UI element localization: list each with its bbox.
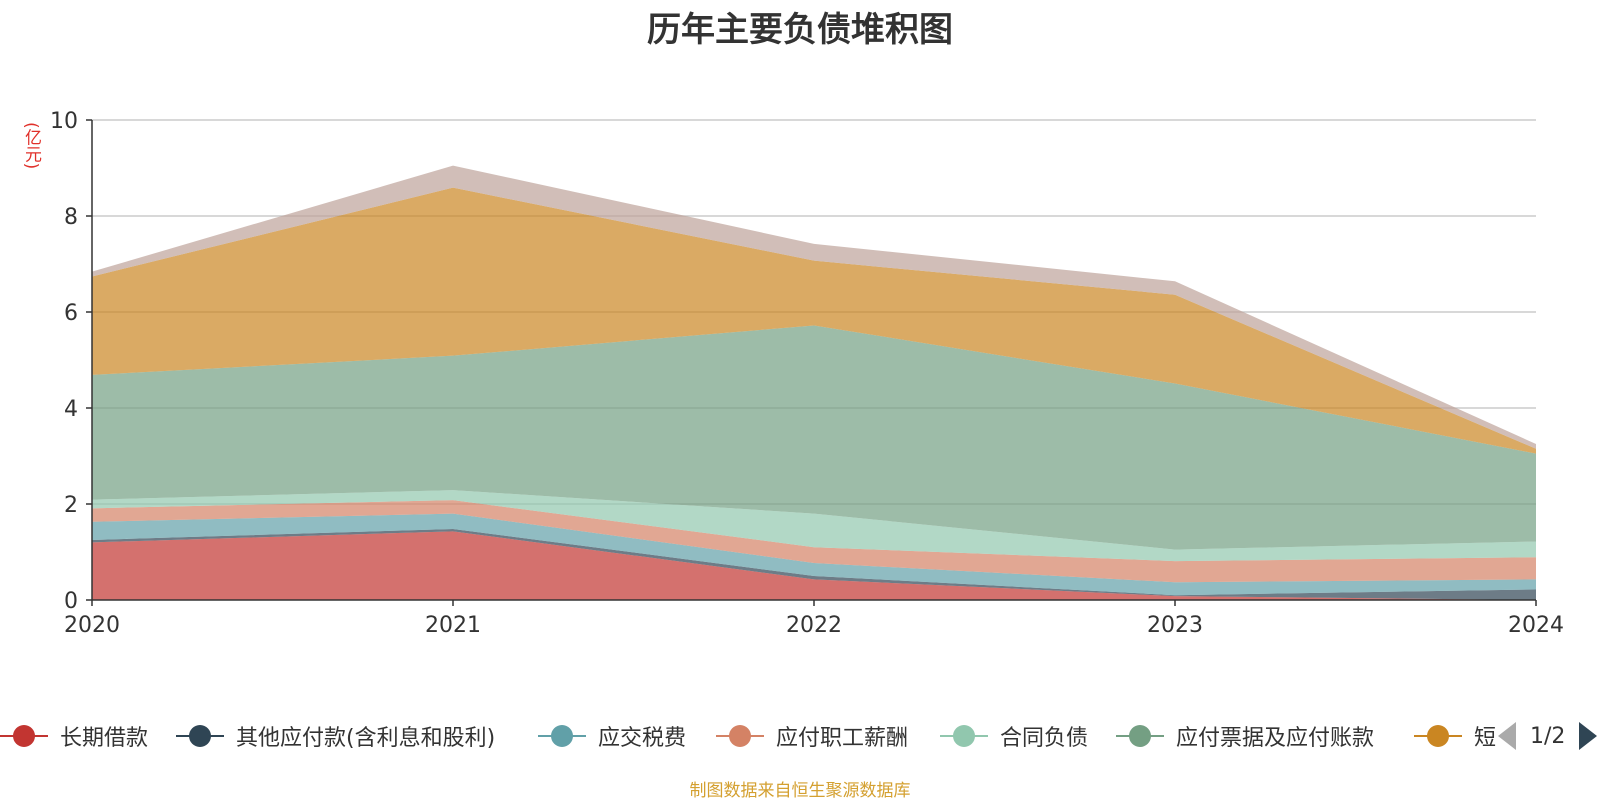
legend-item[interactable]: 其他应付款(含利息和股利) bbox=[176, 718, 495, 754]
y-tick-label: 0 bbox=[64, 589, 78, 614]
area-series-3 bbox=[92, 500, 1536, 583]
legend-item[interactable]: 应付职工薪酬 bbox=[716, 718, 908, 754]
area-series-1 bbox=[92, 528, 1536, 600]
y-tick-label: 6 bbox=[64, 301, 78, 326]
area-series-5 bbox=[92, 325, 1536, 550]
area-series-0 bbox=[92, 531, 1536, 600]
y-tick-label: 4 bbox=[64, 397, 78, 422]
x-tick-label: 2023 bbox=[1147, 613, 1203, 638]
legend-label: 应交税费 bbox=[598, 726, 687, 751]
legend-item[interactable]: 短 bbox=[1414, 718, 1496, 754]
data-source-note: 制图数据来自恒生聚源数据库 bbox=[689, 781, 911, 801]
y-tick-label: 2 bbox=[64, 493, 78, 518]
area-series-4 bbox=[92, 490, 1536, 562]
legend-marker-icon bbox=[176, 724, 224, 748]
legend-label: 合同负债 bbox=[1000, 726, 1089, 751]
legend-label: 短 bbox=[1474, 726, 1497, 751]
legend-marker-icon bbox=[0, 724, 48, 748]
area-series-group bbox=[92, 165, 1536, 600]
legend-label: 长期借款 bbox=[60, 726, 149, 751]
legend-label: 其他应付款(含利息和股利) bbox=[236, 726, 496, 751]
legend-marker-icon bbox=[716, 724, 764, 748]
legend-next-page-icon[interactable] bbox=[1579, 722, 1598, 750]
x-tick-label: 2022 bbox=[786, 613, 842, 638]
chart-legend: 长期借款 其他应付款(含利息和股利) 应交税费 应付职工薪酬 合同负债 应付票据及应付账款… bbox=[0, 718, 1500, 754]
legend-marker-icon bbox=[538, 724, 586, 748]
legend-prev-page-icon[interactable] bbox=[1498, 722, 1516, 750]
y-tick-label: 10 bbox=[50, 109, 78, 134]
area-series-2 bbox=[92, 513, 1536, 596]
legend-marker-icon bbox=[1414, 724, 1462, 748]
legend-pager: 1/2 bbox=[1498, 718, 1598, 754]
chart-title: 历年主要负债堆积图 bbox=[647, 10, 953, 50]
legend-marker-icon bbox=[940, 724, 988, 748]
y-tick-label: 8 bbox=[64, 205, 78, 230]
legend-label: 应付票据及应付账款 bbox=[1176, 726, 1375, 751]
x-tick-label: 2021 bbox=[425, 613, 481, 638]
legend-marker-icon bbox=[1116, 724, 1164, 748]
legend-item[interactable]: 应付票据及应付账款 bbox=[1116, 718, 1374, 754]
y-axis-unit-label: (亿元) bbox=[21, 122, 41, 170]
legend-item[interactable]: 合同负债 bbox=[940, 718, 1088, 754]
legend-item[interactable]: 长期借款 bbox=[0, 718, 148, 754]
legend-page-indicator: 1/2 bbox=[1530, 723, 1566, 749]
area-series-6 bbox=[92, 187, 1536, 454]
x-tick-label: 2024 bbox=[1508, 613, 1564, 638]
legend-item[interactable]: 应交税费 bbox=[538, 718, 686, 754]
x-tick-label: 2020 bbox=[64, 613, 120, 638]
legend-label: 应付职工薪酬 bbox=[776, 726, 909, 751]
